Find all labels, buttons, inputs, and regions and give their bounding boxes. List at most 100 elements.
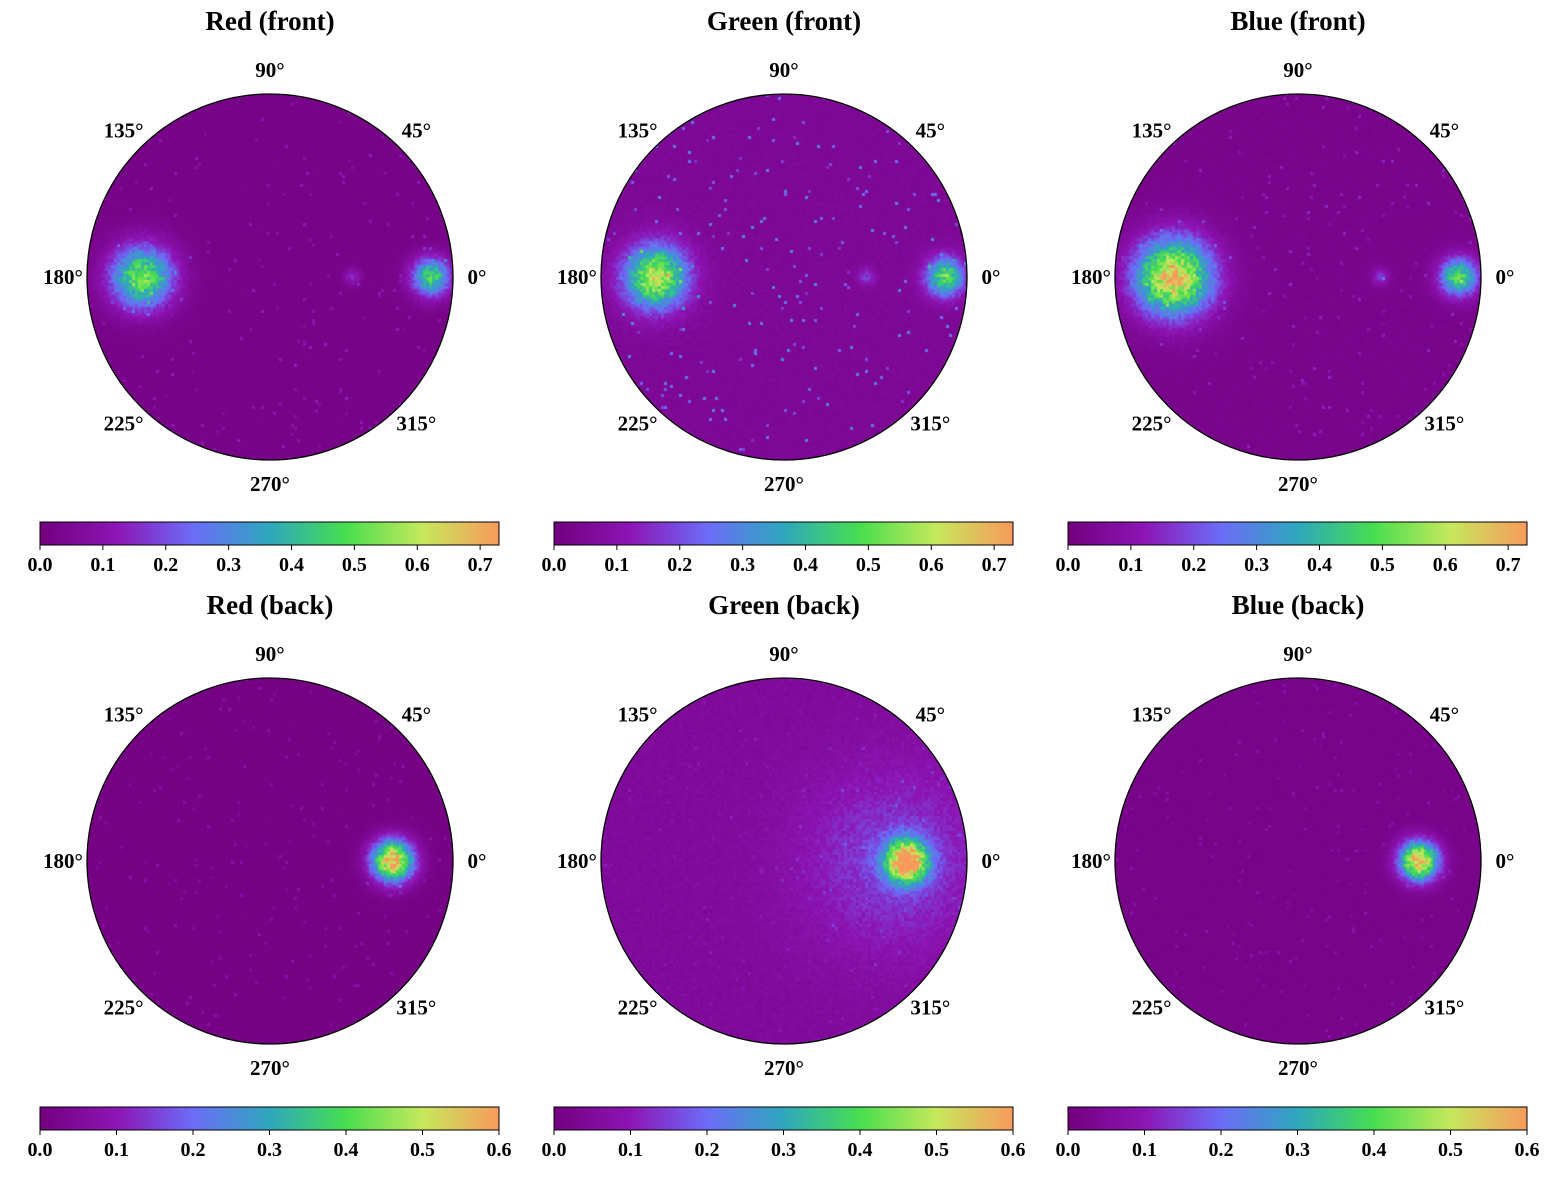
angle-tick-label: 90° bbox=[769, 58, 798, 82]
angle-tick-label: 270° bbox=[1278, 1056, 1318, 1080]
angle-tick-label: 0° bbox=[982, 265, 1001, 289]
angle-tick-label: 225° bbox=[618, 995, 658, 1019]
angle-tick-label: 270° bbox=[1278, 472, 1318, 496]
subplot-red-back: Red (back) 0° 45° 90° 135° 180° 225° 270° 315° 0.… bbox=[28, 590, 512, 1161]
colorbar-tick-label: 0.0 bbox=[542, 1139, 567, 1161]
angle-tick-label: 90° bbox=[255, 642, 284, 666]
colorbar-tick-label: 0.0 bbox=[1056, 554, 1081, 576]
colorbar-tick-label: 0.3 bbox=[216, 554, 241, 576]
colorbar-tick-label: 0.2 bbox=[1181, 554, 1206, 576]
angle-tick-label: 45° bbox=[402, 703, 431, 727]
colorbar-tick-label: 0.4 bbox=[1307, 554, 1332, 576]
colorbar-tick-label: 0.0 bbox=[28, 1139, 53, 1161]
polar-frame bbox=[86, 93, 454, 461]
colorbar-tick-label: 0.2 bbox=[153, 554, 178, 576]
heatmap-image bbox=[601, 678, 967, 1044]
colorbar-tick-label: 0.3 bbox=[1244, 554, 1269, 576]
angle-tick-label: 135° bbox=[104, 119, 144, 143]
angle-tick-label: 90° bbox=[1283, 642, 1312, 666]
colorbar-tick-label: 0.5 bbox=[1370, 554, 1395, 576]
colorbar-tick-label: 0.7 bbox=[468, 554, 493, 576]
colorbar-tick-label: 0.0 bbox=[1056, 1139, 1081, 1161]
angle-tick-label: 225° bbox=[1132, 411, 1172, 435]
colorbar-tick-label: 0.7 bbox=[1496, 554, 1521, 576]
colorbar-tick-label: 0.3 bbox=[730, 554, 755, 576]
angle-tick-label: 90° bbox=[769, 642, 798, 666]
polar-frame bbox=[600, 93, 968, 461]
angle-tick-label: 135° bbox=[104, 703, 144, 727]
angle-tick-label: 0° bbox=[468, 849, 487, 873]
angle-tick-label: 270° bbox=[250, 472, 290, 496]
colorbar-tick-label: 0.4 bbox=[334, 1139, 359, 1161]
colorbar-tick-label: 0.4 bbox=[848, 1139, 873, 1161]
angle-tick-label: 315° bbox=[910, 995, 950, 1019]
angle-tick-label: 135° bbox=[1132, 703, 1172, 727]
angle-tick-label: 270° bbox=[764, 472, 804, 496]
angle-tick-label: 180° bbox=[43, 849, 83, 873]
angle-tick-label: 225° bbox=[618, 411, 658, 435]
angle-tick-label: 0° bbox=[468, 265, 487, 289]
colorbar-tick-label: 0.4 bbox=[1362, 1139, 1387, 1161]
angle-tick-label: 180° bbox=[43, 265, 83, 289]
angle-tick-label: 225° bbox=[104, 995, 144, 1019]
colorbar-tick-label: 0.5 bbox=[924, 1139, 949, 1161]
colorbar-tick-label: 0.0 bbox=[542, 554, 567, 576]
colorbar-tick-label: 0.5 bbox=[410, 1139, 435, 1161]
colorbar-tick-label: 0.2 bbox=[667, 554, 692, 576]
plot-title: Blue (back) bbox=[1232, 590, 1365, 620]
colorbar bbox=[1067, 521, 1528, 546]
colorbar bbox=[39, 521, 500, 546]
subplot-green-back: Green (back) 0° 45° 90° 135° 180° 225° 270° 315°… bbox=[542, 590, 1026, 1161]
angle-tick-label: 315° bbox=[1424, 995, 1464, 1019]
colorbar-tick-label: 0.1 bbox=[90, 554, 115, 576]
colorbar-tick-label: 0.6 bbox=[1515, 1139, 1540, 1161]
angle-tick-label: 135° bbox=[618, 119, 658, 143]
colorbar-tick-label: 0.1 bbox=[1132, 1139, 1157, 1161]
angle-tick-label: 0° bbox=[982, 849, 1001, 873]
angle-tick-label: 90° bbox=[1283, 58, 1312, 82]
angle-tick-label: 135° bbox=[618, 703, 658, 727]
colorbar bbox=[553, 521, 1014, 546]
subplot-red-front: Red (front) 0° 45° 90° 135° 180° 225° 270° 315° 0… bbox=[28, 6, 500, 576]
polar-frame bbox=[86, 677, 454, 1045]
colorbar-tick-label: 0.3 bbox=[1285, 1139, 1310, 1161]
colorbar-tick-label: 0.0 bbox=[28, 554, 53, 576]
colorbar-tick-label: 0.5 bbox=[342, 554, 367, 576]
angle-tick-label: 90° bbox=[255, 58, 284, 82]
colorbar-tick-label: 0.1 bbox=[104, 1139, 129, 1161]
angle-tick-label: 225° bbox=[1132, 995, 1172, 1019]
plot-title: Green (front) bbox=[707, 6, 861, 36]
plot-title: Blue (front) bbox=[1230, 6, 1365, 36]
colorbar-tick-label: 0.3 bbox=[771, 1139, 796, 1161]
heatmap-image bbox=[87, 678, 453, 1044]
plot-title: Red (front) bbox=[205, 6, 334, 36]
colorbar-tick-label: 0.1 bbox=[1118, 554, 1143, 576]
angle-tick-label: 45° bbox=[402, 119, 431, 143]
colorbar bbox=[553, 1106, 1014, 1131]
angle-tick-label: 315° bbox=[910, 411, 950, 435]
colorbar-tick-label: 0.5 bbox=[1438, 1139, 1463, 1161]
colorbar-tick-label: 0.6 bbox=[1433, 554, 1458, 576]
polar-frame bbox=[1114, 93, 1482, 461]
colorbar-tick-label: 0.7 bbox=[982, 554, 1007, 576]
polar-frame bbox=[600, 677, 968, 1045]
angle-tick-label: 180° bbox=[1071, 265, 1111, 289]
subplot-blue-front: Blue (front) 0° 45° 90° 135° 180° 225° 270° 315°… bbox=[1056, 6, 1528, 576]
heatmap-image bbox=[1115, 94, 1481, 460]
colorbar-tick-label: 0.3 bbox=[257, 1139, 282, 1161]
colorbar-tick-label: 0.2 bbox=[695, 1139, 720, 1161]
angle-tick-label: 180° bbox=[1071, 849, 1111, 873]
polar-frame bbox=[1114, 677, 1482, 1045]
colorbar bbox=[39, 1106, 500, 1131]
angle-tick-label: 180° bbox=[557, 265, 597, 289]
colorbar-tick-label: 0.6 bbox=[919, 554, 944, 576]
angle-tick-label: 180° bbox=[557, 849, 597, 873]
heatmap-image bbox=[601, 94, 967, 460]
colorbar-tick-label: 0.4 bbox=[793, 554, 818, 576]
angle-tick-label: 135° bbox=[1132, 119, 1172, 143]
angle-tick-label: 315° bbox=[1424, 411, 1464, 435]
angle-tick-label: 225° bbox=[104, 411, 144, 435]
heatmap-image bbox=[1115, 678, 1481, 1044]
angle-tick-label: 45° bbox=[916, 703, 945, 727]
